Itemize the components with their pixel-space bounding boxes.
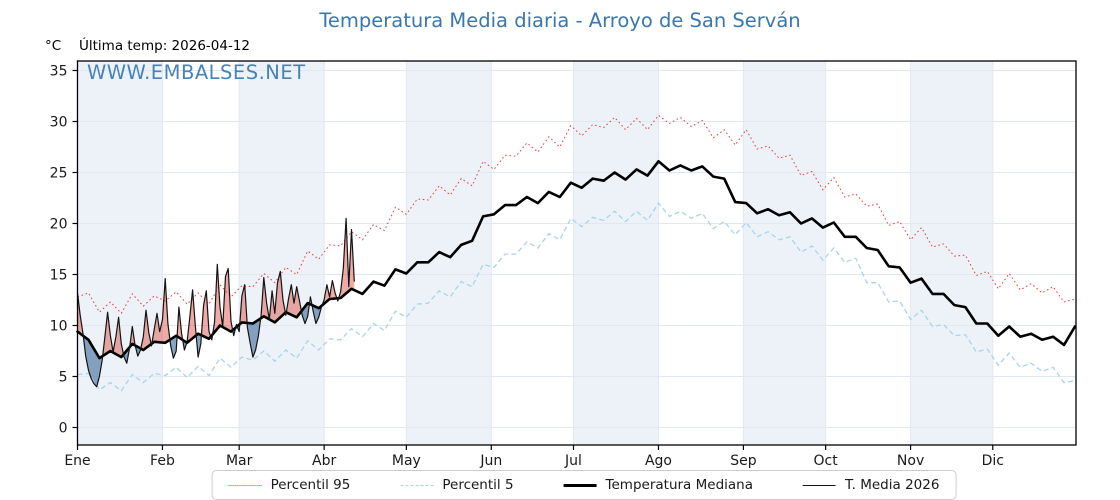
x-tick-label: Abr: [312, 453, 336, 469]
legend-label: Percentil 95: [270, 477, 351, 493]
y-tick-label: 15: [50, 268, 68, 284]
watermark: WWW.EMBALSES.NET: [87, 61, 306, 84]
axis-frame: [76, 60, 1077, 446]
x-tick-label: Jun: [479, 453, 502, 469]
legend-label: Percentil 5: [442, 477, 514, 493]
percentil-5-line-swatch: [400, 484, 434, 486]
legend-item-t-media-2026: T. Media 2026: [803, 477, 939, 493]
x-tick-label: Jul: [564, 453, 582, 469]
fill-above-median: [151, 278, 170, 344]
y-axis-unit-label: °C: [45, 38, 62, 54]
y-tick-label: 25: [50, 166, 68, 182]
x-tick-label: Mar: [226, 453, 253, 469]
x-tick-label: May: [392, 453, 421, 469]
fill-below-median: [196, 333, 202, 358]
month-band: [77, 61, 163, 445]
t-media-2026-line: [76, 217, 355, 388]
x-tick-label: Nov: [897, 453, 924, 469]
percentil-95-line: [77, 114, 1076, 315]
fill-above-median: [212, 264, 233, 335]
legend-label: Temperatura Mediana: [605, 477, 753, 493]
chart-title: Temperatura Media diaria - Arroyo de San…: [319, 9, 801, 32]
y-tick-label: 30: [50, 115, 68, 131]
month-band: [573, 61, 659, 445]
fill-above-median: [129, 326, 136, 347]
fill-below-median: [312, 305, 323, 324]
t-media-2026-line-swatch: [803, 484, 836, 486]
legend-item-mediana: Temperatura Mediana: [563, 477, 753, 493]
percentil-95-line-swatch: [228, 484, 262, 486]
x-tick-label: Feb: [150, 453, 175, 469]
fill-above-median: [140, 310, 152, 350]
x-tick-label: Dic: [982, 453, 1004, 469]
x-tick-label: Ago: [645, 453, 672, 469]
y-tick-label: 35: [50, 64, 68, 80]
fill-below-median: [83, 335, 103, 387]
temperatura-mediana-line: [76, 160, 1077, 360]
month-band: [406, 61, 492, 445]
fill-below-median: [247, 318, 261, 358]
fill-above-median: [77, 292, 84, 336]
fill-above-median: [186, 289, 197, 343]
last-temp-annotation: Última temp: 2026-04-12: [79, 38, 251, 54]
y-tick-label: 0: [59, 421, 68, 437]
mediana-line-swatch: [563, 483, 597, 487]
percentil-5-line: [77, 201, 1076, 392]
legend-item-percentil-5: Percentil 5: [400, 477, 514, 493]
y-tick-label: 5: [59, 370, 68, 386]
month-band: [743, 61, 826, 445]
x-tick-label: Sep: [730, 453, 757, 469]
x-tick-label: Ene: [64, 453, 90, 469]
month-band: [239, 61, 325, 445]
x-tick-label: Oct: [814, 453, 839, 469]
y-tick-label: 10: [50, 319, 68, 335]
legend: Percentil 95 Percentil 5 Temperatura Med…: [211, 470, 957, 500]
legend-item-percentil-95: Percentil 95: [228, 477, 351, 493]
legend-label: T. Media 2026: [845, 477, 940, 493]
y-tick-label: 20: [50, 217, 68, 233]
